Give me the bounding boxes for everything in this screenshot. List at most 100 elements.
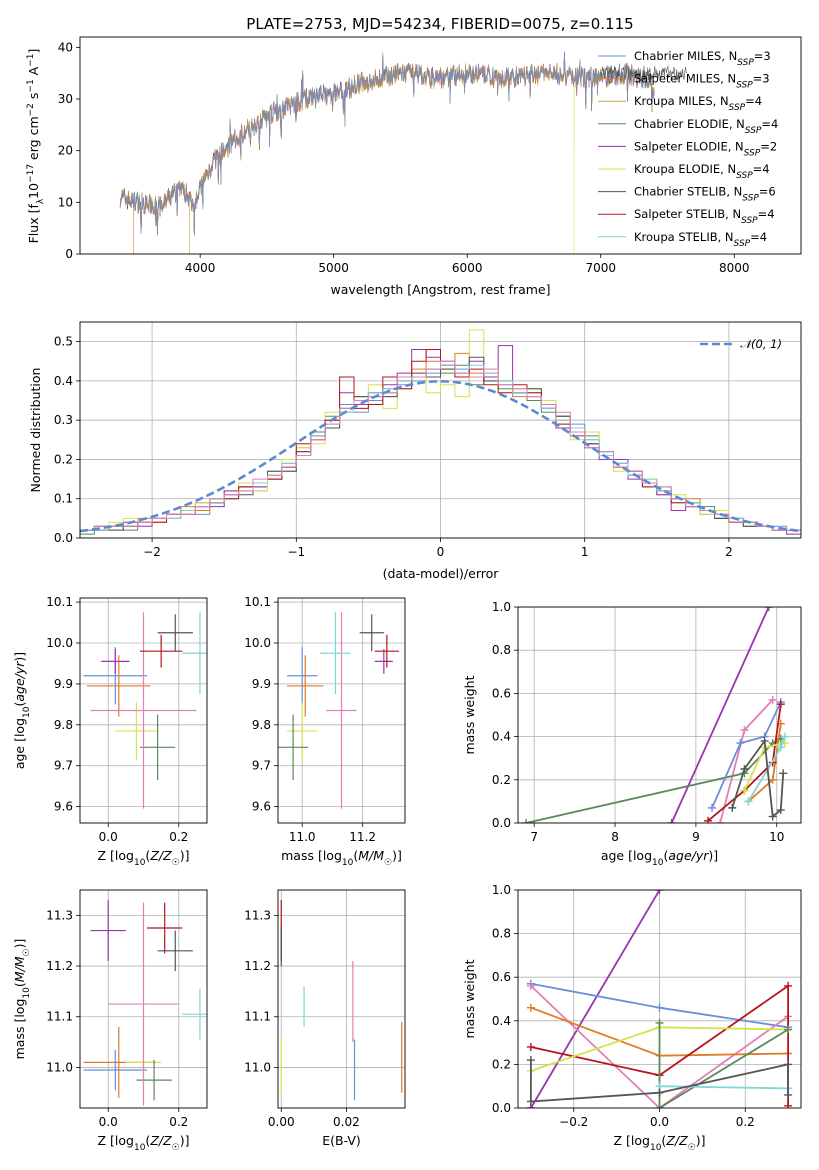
- weight-marker-c0: [655, 1003, 664, 1012]
- x-tick-label: 6000: [452, 261, 483, 275]
- x-axis-label: Z [log10(Z/Z☉)]: [98, 1133, 190, 1153]
- label-part: =3: [754, 49, 771, 63]
- x-tick-label: 0.0: [650, 1115, 669, 1129]
- label-part: Z [log: [98, 1133, 134, 1148]
- label-part: SSP: [736, 171, 753, 181]
- label-part: =4: [758, 207, 775, 221]
- label-part: Kroupa ELODIE, N: [634, 162, 736, 176]
- y-tick-label: 0.6: [492, 686, 511, 700]
- label-part: 10: [650, 1143, 662, 1153]
- label-part: ]: [26, 49, 41, 54]
- plot-area: [80, 598, 207, 823]
- plot-area: [278, 890, 405, 1108]
- spectrum-line-c0: [119, 50, 655, 236]
- weight-line-c6: [731, 738, 785, 819]
- gaussian-curve: [80, 379, 801, 533]
- label-part: ☉: [22, 948, 32, 956]
- y-tick-label: 11.2: [46, 959, 73, 973]
- label-part: (: [353, 848, 358, 863]
- x-tick-label: 4000: [185, 261, 216, 275]
- y-tick-label: 0.0: [492, 816, 511, 830]
- weight-marker-c4: [764, 607, 773, 611]
- y-tick-label: 0.2: [492, 773, 511, 787]
- x-tick-label: 10: [769, 830, 784, 844]
- panel-age_vs_mass: 11.0 11.2 9.6 9.7 9.8 9.9 10.0 10.1 mass [log10(…: [244, 595, 406, 868]
- legend-label: Salpeter STELIB, NSSP=4: [634, 207, 775, 226]
- x-tick-label: 8: [611, 830, 619, 844]
- label-part: SSP: [745, 126, 762, 136]
- label-part: Chabrier MILES, N: [634, 49, 737, 63]
- weight-marker-c6: [760, 736, 769, 745]
- legend-label: Chabrier MILES, NSSP=3: [634, 49, 771, 68]
- y-tick-label: 0.1: [54, 492, 73, 506]
- plot-area: [119, 50, 688, 254]
- plot-area: [518, 890, 801, 1108]
- label-part: ☉: [172, 858, 180, 868]
- label-part: M/M: [358, 848, 384, 863]
- weight-line-c8: [659, 1085, 789, 1090]
- y-tick-label: 30: [58, 92, 73, 106]
- y-tick-label: 0.8: [492, 643, 511, 657]
- label-part: age [log: [12, 718, 27, 769]
- y-tick-label: 0: [65, 247, 73, 261]
- weight-marker-c0: [736, 739, 745, 748]
- y-tick-label: 0.4: [492, 1014, 511, 1028]
- y-tick-label: 9.7: [252, 759, 271, 773]
- y-tick-label: 9.6: [54, 800, 73, 814]
- y-tick-label: 0.8: [492, 927, 511, 941]
- x-tick-label: 0.0: [99, 1115, 118, 1129]
- y-tick-label: 11.3: [46, 908, 73, 922]
- label-part: 10: [134, 1143, 146, 1153]
- label-part: Z/Z: [665, 1133, 688, 1148]
- axes-frame: [277, 889, 406, 1109]
- weight-marker-pink: [526, 981, 535, 990]
- label-part: =4: [761, 117, 778, 131]
- label-part: −1: [26, 54, 36, 67]
- spectrum-line-tail: [600, 65, 688, 82]
- label-part: Flux [f: [26, 204, 41, 244]
- y-tick-label: 11.1: [244, 1010, 271, 1024]
- weight-marker-c5: [740, 786, 749, 795]
- label-part: (: [145, 1133, 150, 1148]
- y-tick-label: 1.0: [492, 600, 511, 614]
- label-part: SSP: [742, 194, 759, 204]
- y-tick-label: 0.2: [492, 1057, 511, 1071]
- y-tick-label: 0.6: [492, 970, 511, 984]
- weight-marker-c4: [655, 890, 664, 894]
- y-tick-label: 11.0: [46, 1060, 73, 1074]
- weight-marker-c0: [708, 803, 717, 812]
- plot-area: [278, 598, 405, 823]
- label-part: Z [log: [98, 848, 134, 863]
- y-tick-label: 0.4: [54, 374, 73, 388]
- axes-frame: [79, 889, 208, 1109]
- x-tick-label: 0.0: [99, 830, 118, 844]
- weight-line-c4: [530, 890, 661, 1108]
- weight-marker-c8: [776, 743, 785, 752]
- x-tick-label: 11.2: [349, 830, 376, 844]
- panel-residuals: −2 −1 0 1 2 0.0 0.1 0.2 0.3 0.4 0.5 (data-model)/er…: [28, 321, 802, 581]
- weight-marker-pink: [740, 726, 749, 735]
- label-part: mass [log: [12, 999, 27, 1060]
- y-tick-label: 1.0: [492, 883, 511, 897]
- x-tick-label: 5000: [318, 261, 349, 275]
- weight-line-c3: [525, 738, 782, 823]
- label-part: age/yr: [12, 661, 27, 702]
- weight-marker-c7: [526, 1042, 535, 1051]
- weight-marker-c6: [740, 765, 749, 773]
- histogram-pink: [80, 360, 801, 531]
- legend-label: Chabrier ELODIE, NSSP=4: [634, 117, 778, 136]
- weight-marker-c7: [784, 1101, 793, 1108]
- label-part: Z [log: [614, 1133, 650, 1148]
- label-part: SSP: [737, 58, 754, 68]
- spectrum-line-c5: [119, 55, 655, 254]
- y-tick-label: 10.0: [46, 636, 73, 650]
- legend-label: Salpeter ELODIE, NSSP=2: [634, 139, 777, 158]
- y-tick-label: 11.1: [46, 1010, 73, 1024]
- plot-area: [80, 890, 207, 1108]
- weight-marker-c6: [784, 1090, 793, 1099]
- y-tick-label: 9.7: [54, 759, 73, 773]
- legend-label: Salpeter MILES, NSSP=3: [634, 72, 770, 91]
